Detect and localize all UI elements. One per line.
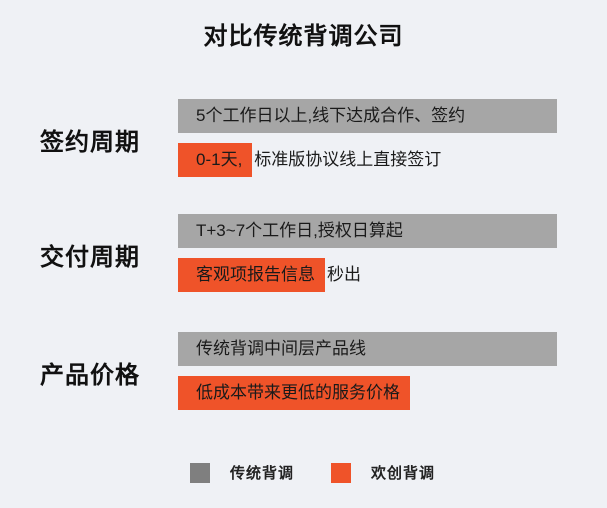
huanchuang-rest-text: 秒出 xyxy=(327,265,361,284)
row-label: 签约周期 xyxy=(40,129,140,156)
legend-label-huanchuang: 欢创背调 xyxy=(371,465,436,482)
huanchuang-highlight-segment: 0-1天, xyxy=(178,143,253,177)
comparison-row-delivery-cycle: 交付周期 T+3~7个工作日,授权日算起 客观项报告信息 秒出 xyxy=(0,214,607,293)
legend-swatch-huanchuang xyxy=(331,462,352,483)
legend-item-traditional: 传统背调 xyxy=(190,462,294,483)
traditional-bar-text: 5个工作日以上,线下达成合作、签约 xyxy=(196,106,466,125)
legend-item-huanchuang: 欢创背调 xyxy=(331,462,435,483)
traditional-bar-text: T+3~7个工作日,授权日算起 xyxy=(196,221,403,240)
huanchuang-rest-text: 标准版协议线上直接签订 xyxy=(254,150,442,169)
legend: 传统背调 欢创背调 xyxy=(190,462,435,483)
huanchuang-highlight-segment: 低成本带来更低的服务价格 xyxy=(178,376,410,410)
traditional-bar: 5个工作日以上,线下达成合作、签约 xyxy=(178,99,557,133)
huanchuang-bar: 低成本带来更低的服务价格 xyxy=(178,376,412,410)
huanchuang-highlight-segment: 客观项报告信息 xyxy=(178,258,325,292)
comparison-row-signing-cycle: 签约周期 5个工作日以上,线下达成合作、签约 0-1天, 标准版协议线上直接签订 xyxy=(0,99,607,178)
page-title: 对比传统背调公司 xyxy=(203,23,404,50)
traditional-bar: T+3~7个工作日,授权日算起 xyxy=(178,214,557,248)
legend-swatch-traditional xyxy=(190,462,210,483)
row-label: 交付周期 xyxy=(40,244,140,271)
row-label: 产品价格 xyxy=(40,362,140,389)
huanchuang-rest-text xyxy=(410,376,412,410)
legend-label-traditional: 传统背调 xyxy=(230,465,295,482)
traditional-bar: 传统背调中间层产品线 xyxy=(178,332,557,366)
traditional-bar-text: 传统背调中间层产品线 xyxy=(196,339,366,358)
huanchuang-bar: 客观项报告信息 秒出 xyxy=(178,258,361,292)
huanchuang-bar: 0-1天, 标准版协议线上直接签订 xyxy=(178,143,441,177)
comparison-row-product-price: 产品价格 传统背调中间层产品线 低成本带来更低的服务价格 xyxy=(0,332,607,411)
